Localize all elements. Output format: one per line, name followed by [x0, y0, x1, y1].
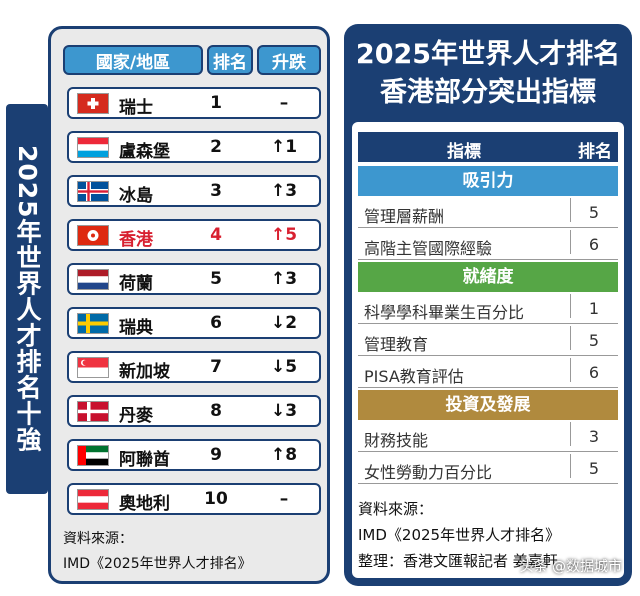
indicator-row: 女性勞動力百分比 5 [358, 454, 618, 484]
country-rank: 10 [204, 489, 228, 509]
country-rank: 9 [210, 445, 222, 465]
rank-change: ↓3 [270, 401, 298, 421]
ranking-row: 新加坡 7 ↓5 [67, 351, 321, 383]
header-rank: 排名 [207, 45, 253, 75]
indicator-name: 管理層薪酬 [364, 207, 445, 226]
country-name: 奧地利 [119, 494, 170, 514]
rank-change: ↑5 [270, 225, 298, 245]
country-name: 新加坡 [119, 362, 170, 382]
ranking-row: 丹麥 8 ↓3 [67, 395, 321, 427]
ranking-row: 冰島 3 ↑3 [67, 175, 321, 207]
editor-credit: 整理：香港文匯報記者 姜嘉軒 [358, 552, 558, 570]
top-ten-table: 國家/地區 排名 升跌 瑞士 1 – 盧森堡 2 ↑1 冰島 3 ↑3 香港 4 ↑5 荷蘭 5 ↑3 瑞典 6… [48, 26, 330, 584]
watermark: 头条 @数据城市 [519, 559, 622, 575]
indicator-rank: 3 [570, 422, 617, 446]
header-country: 國家/地區 [63, 45, 203, 75]
indicators-table-header: 指標 排名 [358, 132, 618, 162]
left-source: 資料來源： IMD《2025年世界人才排名》 [63, 527, 252, 577]
left-source-text: IMD《2025年世界人才排名》 [63, 556, 252, 572]
ranking-row: 奧地利 10 – [67, 483, 321, 515]
left-source-label: 資料來源： [63, 531, 133, 547]
side-title: 2025年世界人才排名十強 [13, 145, 42, 453]
se-flag-icon [77, 313, 109, 334]
right-source-text: IMD《2025年世界人才排名》 [358, 526, 561, 544]
country-name: 盧森堡 [119, 142, 170, 162]
ranking-row: 瑞士 1 – [67, 87, 321, 119]
right-title-line2: 香港部分突出指標 [380, 77, 596, 108]
indicator-name: 管理教育 [364, 335, 429, 354]
country-name: 香港 [119, 230, 153, 250]
indicator-rank: 6 [570, 230, 617, 254]
rank-change: ↓2 [270, 313, 298, 333]
rank-change: ↑3 [270, 269, 298, 289]
right-title: 2025年世界人才排名 香港部分突出指標 [344, 36, 632, 112]
country-name: 荷蘭 [119, 274, 153, 294]
indicator-row: 財務技能 3 [358, 422, 618, 452]
section-header: 就緒度 [358, 262, 618, 292]
rank-change: ↓5 [270, 357, 298, 377]
rank-change: ↑1 [270, 137, 298, 157]
country-name: 瑞典 [119, 318, 153, 338]
indicator-name: 科學學科畢業生百分比 [364, 303, 525, 322]
indicator-name: PISA教育評估 [364, 367, 464, 386]
indicator-row: 高階主管國際經驗 6 [358, 230, 618, 260]
country-rank: 6 [210, 313, 222, 333]
rank-change: ↑3 [270, 181, 298, 201]
indicator-rank: 5 [570, 454, 617, 478]
indicators-table: 指標 排名 吸引力管理層薪酬 5 高階主管國際經驗 6 就緒度科學學科畢業生百分比 1 管理… [352, 122, 624, 578]
ae-flag-icon [77, 445, 109, 466]
country-rank: 8 [210, 401, 222, 421]
header-change: 升跌 [257, 45, 321, 75]
sg-flag-icon [77, 357, 109, 378]
right-source: 資料來源： IMD《2025年世界人才排名》 整理：香港文匯報記者 姜嘉軒 [358, 496, 560, 574]
nl-flag-icon [77, 269, 109, 290]
ranking-row: 盧森堡 2 ↑1 [67, 131, 321, 163]
hk-flag-icon [77, 225, 109, 246]
dk-flag-icon [77, 401, 109, 422]
country-name: 丹麥 [119, 406, 153, 426]
lu-flag-icon [77, 137, 109, 158]
header-indicator: 指標 [447, 142, 481, 162]
at-flag-icon [77, 489, 109, 510]
rank-change: ↑8 [270, 445, 298, 465]
country-rank: 7 [210, 357, 222, 377]
country-name: 阿聯酋 [119, 450, 170, 470]
indicator-row: PISA教育評估 6 [358, 358, 618, 388]
country-rank: 4 [210, 225, 222, 245]
indicator-rank: 5 [570, 198, 617, 222]
ch-flag-icon [77, 93, 109, 114]
indicator-row: 科學學科畢業生百分比 1 [358, 294, 618, 324]
ranking-row: 香港 4 ↑5 [67, 219, 321, 251]
ranking-row: 瑞典 6 ↓2 [67, 307, 321, 339]
country-name: 冰島 [119, 186, 153, 206]
right-source-label: 資料來源： [358, 500, 434, 518]
side-title-banner: 2025年世界人才排名十強 [6, 104, 48, 494]
is-flag-icon [77, 181, 109, 202]
country-rank: 1 [210, 93, 222, 113]
rank-change: – [279, 489, 289, 509]
indicator-name: 高階主管國際經驗 [364, 239, 493, 258]
country-name: 瑞士 [119, 98, 153, 118]
indicator-row: 管理教育 5 [358, 326, 618, 356]
country-rank: 3 [210, 181, 222, 201]
indicator-rank: 5 [570, 326, 617, 350]
rank-change: – [279, 93, 289, 113]
ranking-row: 荷蘭 5 ↑3 [67, 263, 321, 295]
country-rank: 2 [210, 137, 222, 157]
country-rank: 5 [210, 269, 222, 289]
indicator-rank: 1 [570, 294, 617, 318]
indicator-row: 管理層薪酬 5 [358, 198, 618, 228]
right-title-line1: 2025年世界人才排名 [355, 39, 621, 70]
indicator-name: 財務技能 [364, 431, 429, 450]
ranking-row: 阿聯酋 9 ↑8 [67, 439, 321, 471]
header-indicator-rank: 排名 [578, 142, 612, 162]
section-header: 投資及發展 [358, 390, 618, 420]
indicator-rank: 6 [570, 358, 617, 382]
indicator-name: 女性勞動力百分比 [364, 463, 493, 482]
section-header: 吸引力 [358, 166, 618, 196]
hk-indicators-panel: 2025年世界人才排名 香港部分突出指標 指標 排名 吸引力管理層薪酬 5 高階主管… [344, 24, 632, 586]
